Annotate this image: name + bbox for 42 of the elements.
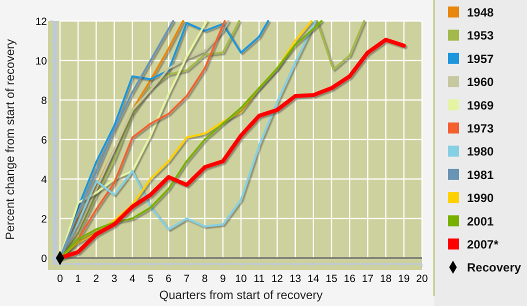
x-tick-label: 13: [289, 273, 302, 285]
x-tick-label: 14: [308, 273, 320, 285]
x-tick-label: 15: [326, 273, 338, 285]
legend-label: 1953: [467, 28, 494, 43]
x-tick-label: 11: [254, 273, 265, 285]
x-tick-label: 16: [344, 273, 356, 285]
y-tick-label: 2: [41, 214, 48, 226]
x-tick-label: 2: [93, 273, 100, 285]
x-tick-label: 1: [75, 273, 82, 285]
legend-label: Recovery: [467, 260, 522, 275]
y-tick-label: 12: [35, 16, 48, 28]
x-tick-label: 12: [271, 273, 284, 285]
legend-label: 1960: [467, 75, 494, 90]
legend-label: 1948: [467, 6, 494, 20]
y-tick-label: 10: [35, 56, 48, 68]
x-tick-label: 18: [380, 273, 392, 285]
legend-label: 1990: [467, 191, 494, 206]
x-tick-label: 5: [148, 273, 154, 285]
legend-label: 1980: [467, 144, 494, 159]
x-axis-title: Quarters from start of recovery: [159, 288, 323, 302]
x-tick-label: 6: [166, 273, 172, 285]
x-tick-label: 9: [220, 273, 226, 285]
y-tick-label: 8: [41, 95, 48, 107]
legend-label: 1957: [467, 52, 494, 66]
x-tick-label: 19: [398, 273, 410, 285]
legend-label: 1973: [467, 122, 494, 136]
y-tick-label: 4: [41, 174, 48, 186]
y-tick-label: 6: [41, 134, 48, 146]
x-tick-label: 3: [111, 273, 118, 285]
legend-label: 1981: [467, 168, 494, 182]
legend-label: 1969: [467, 98, 494, 112]
x-tick-label: 10: [235, 273, 247, 285]
legend-label: 2001: [467, 214, 494, 228]
legend-label: 2007*: [467, 238, 499, 252]
x-tick-label: 20: [416, 273, 428, 285]
x-tick-label: 8: [202, 273, 208, 285]
y-axis-title: Percent change from start of recovery: [3, 39, 17, 240]
x-tick-label: 4: [129, 273, 136, 285]
x-tick-label: 17: [362, 273, 374, 285]
x-tick-label: 0: [57, 273, 64, 285]
y-tick-label: 0: [41, 253, 48, 265]
x-tick-label: 7: [184, 273, 190, 285]
